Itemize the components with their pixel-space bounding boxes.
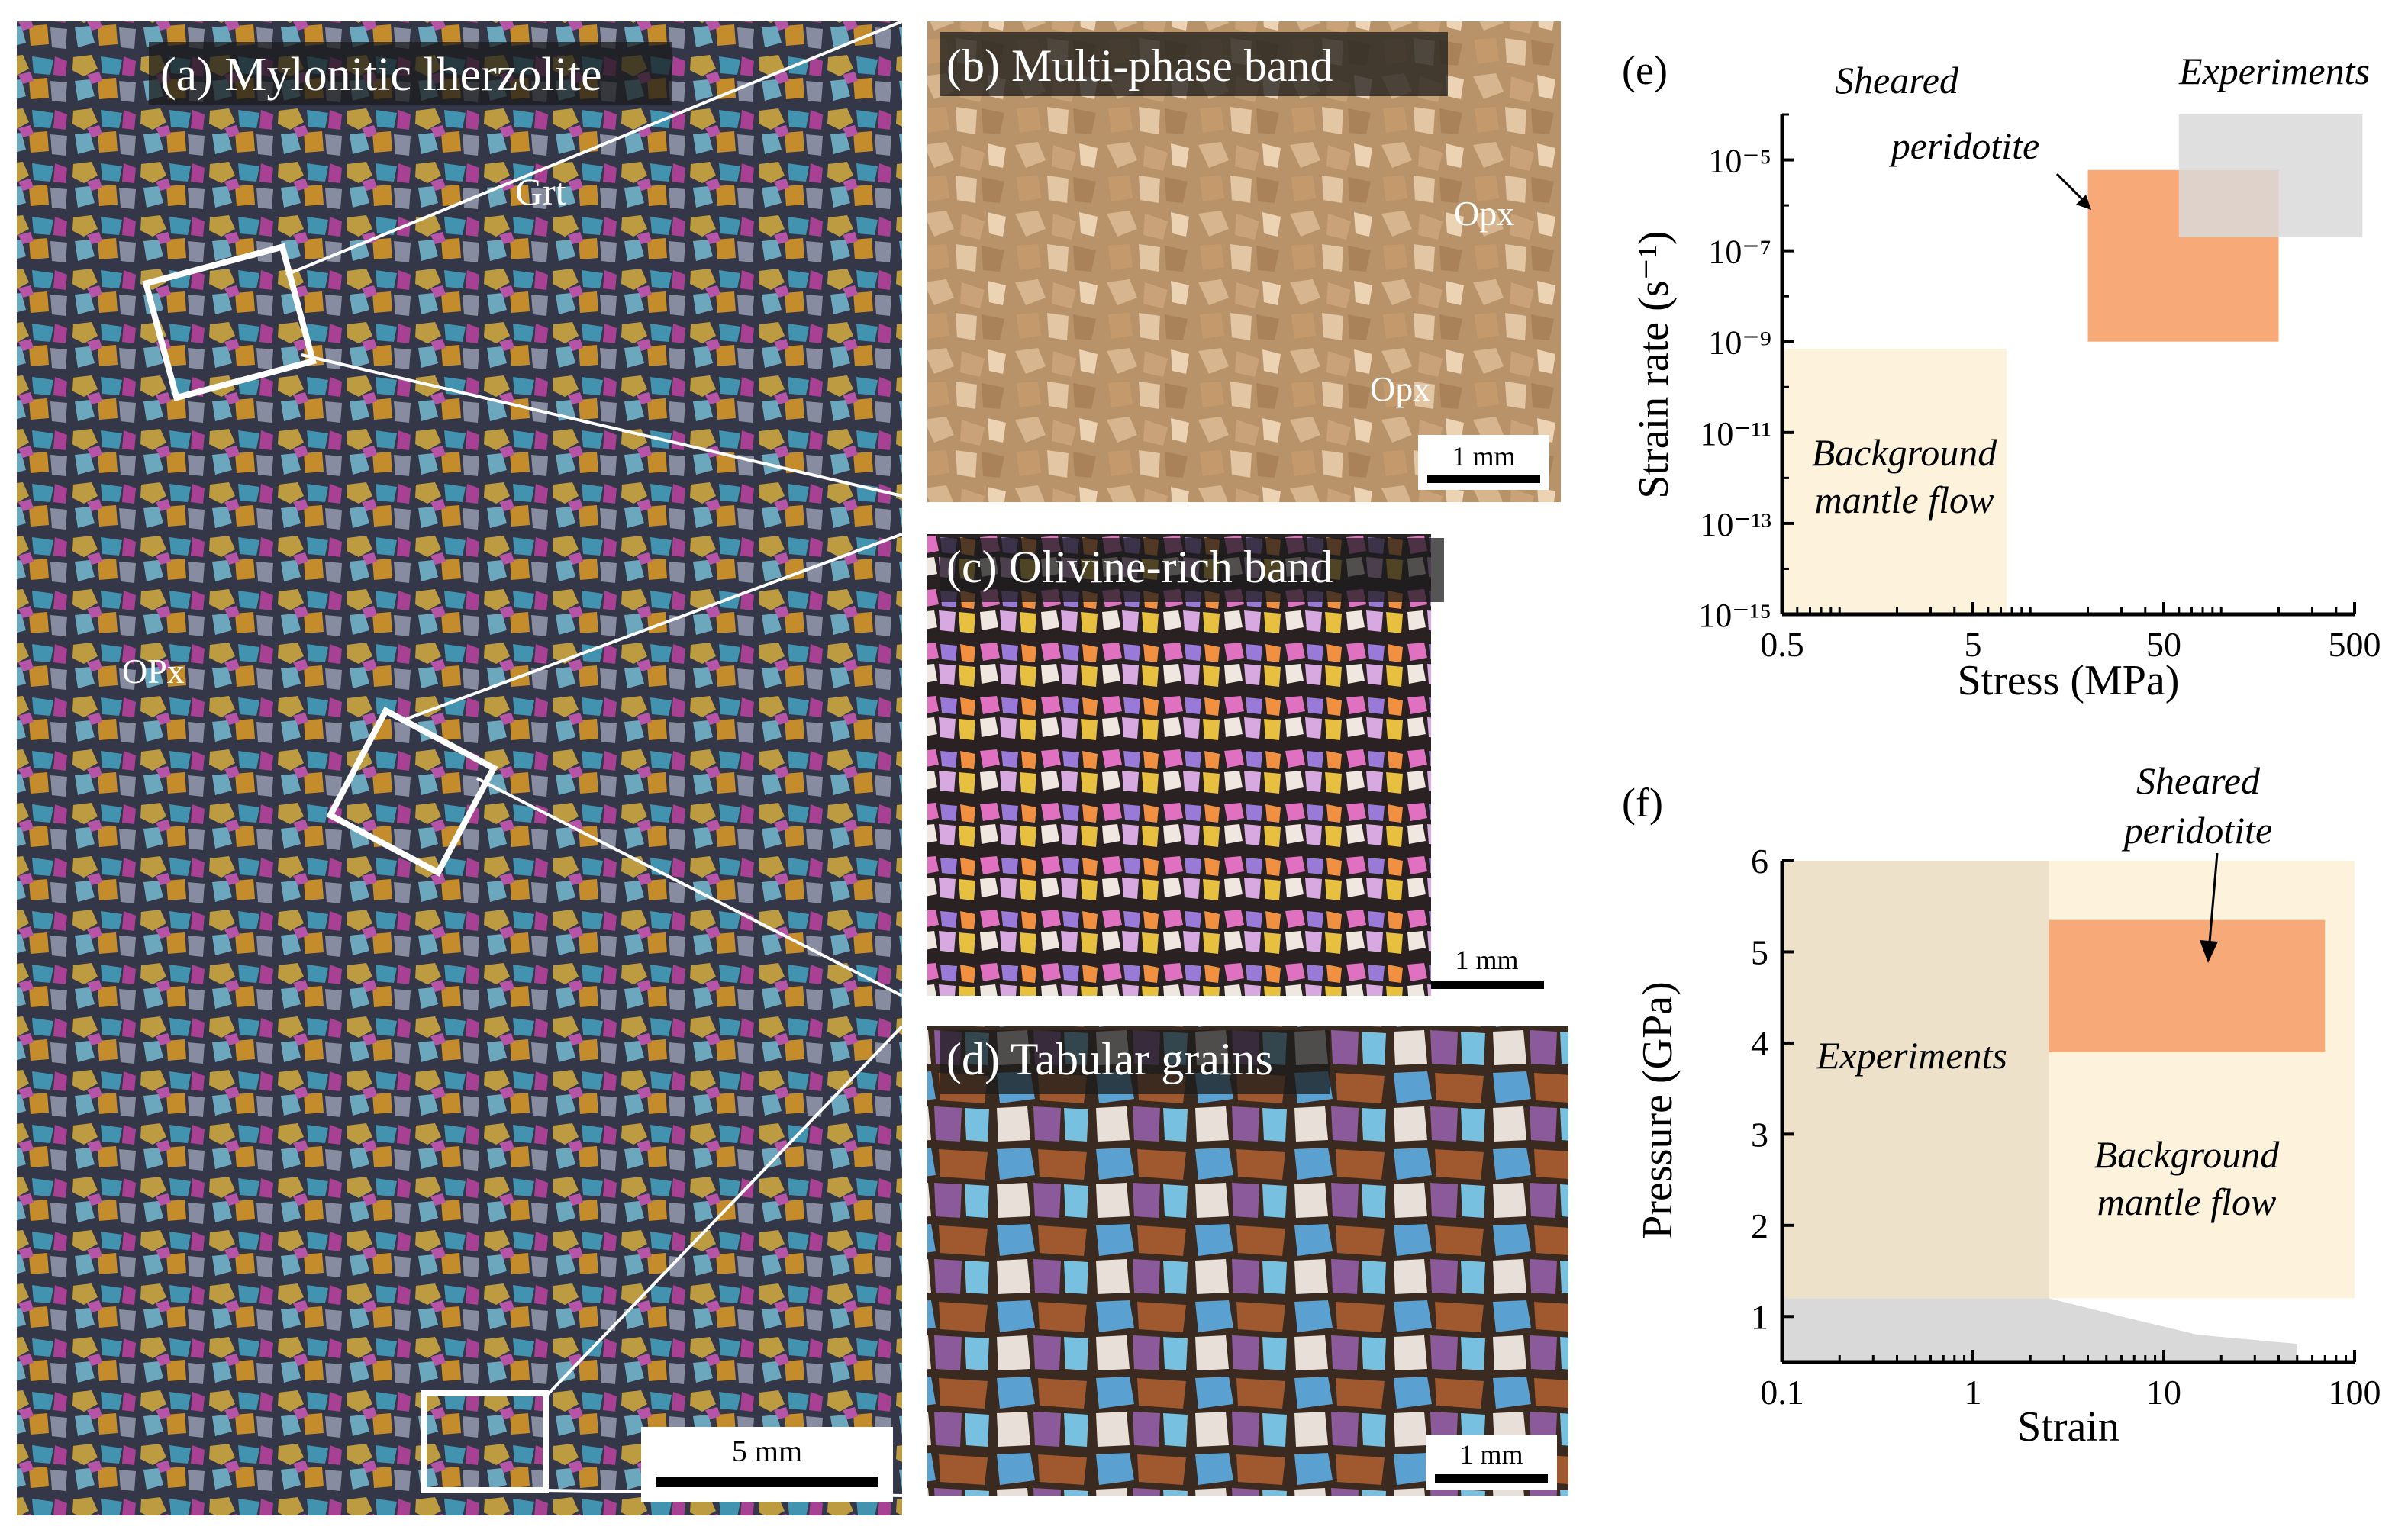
chart-f-annot-mantle-flow: mantle flow: [2097, 1180, 2277, 1223]
chart-f-ytick-label: 5: [1751, 932, 1768, 971]
panel-b-label: (b) Multi-phase band: [946, 40, 1333, 91]
chart-e-ytick-label: 10⁻⁵: [1708, 143, 1771, 180]
chart-e-ytick-label: 10⁻⁹: [1708, 324, 1771, 362]
chart-e-panel-label: (e): [1622, 47, 1668, 93]
connector-b-bottom: [301, 353, 903, 498]
panel-c-image: [927, 534, 1431, 996]
chart-e-region-experiments: [2178, 114, 2363, 237]
chart-e-annot-sheared: Sheared: [1835, 59, 1959, 101]
chart-e-xlabel: Stress (MPa): [1958, 657, 2180, 704]
chart-f-ticks: 0.1 1 10 100 1 2 3 4 5 6: [1751, 842, 2381, 1412]
chart-f-ylabel: Pressure (GPa): [1634, 981, 1681, 1238]
chart-e-arrowhead: [2076, 195, 2091, 210]
chart-f-annot-background: Background: [2094, 1133, 2281, 1176]
chart-f-ytick-label: 3: [1751, 1115, 1768, 1154]
chart-e-ytick-label: 10⁻¹⁵: [1698, 597, 1771, 634]
chart-f-ytick-label: 4: [1751, 1024, 1768, 1063]
connector-c-bottom: [476, 777, 903, 997]
panel-a-image: [17, 21, 902, 1515]
scale-bar-a: [656, 1477, 878, 1487]
chart-e-ylabel: Strain rate (s⁻¹): [1630, 230, 1678, 498]
chart-f: (f) 0.1 1 10 100 1 2 3 4 5 6 Sheared peridotite E…: [1622, 759, 2381, 1451]
chart-e-ticks: 0.5 5 50 500 10⁻¹⁵ 10⁻¹³ 10⁻¹¹ 10⁻⁹ 10⁻⁷ 10⁻⁵: [1698, 113, 2381, 664]
chart-e-xtick-label: 50: [2146, 625, 2181, 664]
scale-bar-a-label: 5 mm: [732, 1434, 802, 1468]
chart-e-region-background-mantle-flow: [1782, 348, 2007, 614]
panel-a: (a) Mylonitic lherzolite Grt OPx 5 mm: [17, 20, 904, 1515]
chart-e-xtick-label: 500: [2329, 625, 2381, 664]
scale-bar-c-label: 1 mm: [1455, 945, 1518, 975]
scale-bar-a-bg: [641, 1427, 893, 1502]
chart-f-region-low-pressure: [1782, 1298, 2297, 1362]
chart-f-xlabel: Strain: [2017, 1403, 2119, 1451]
chart-f-arrowhead: [2200, 940, 2218, 963]
chart-e-ytick-label: 10⁻¹³: [1700, 506, 1771, 543]
chart-e-ytick-label: 10⁻⁷: [1708, 233, 1771, 271]
inset-box-b: [142, 243, 317, 402]
chart-f-xtick-label: 0.1: [1760, 1373, 1804, 1412]
annotation-opx: OPx: [122, 652, 185, 691]
connector-b-top: [285, 20, 903, 276]
panel-b-image: [927, 21, 1561, 502]
chart-e-ytick-label: 10⁻¹¹: [1700, 415, 1771, 452]
chart-e-xtick-label: 5: [1965, 625, 1982, 664]
chart-e-regions: [1782, 114, 2363, 614]
annotation-opx-lower: Opx: [1370, 369, 1430, 408]
panel-a-label: (a) Mylonitic lherzolite: [160, 49, 601, 101]
chart-f-xtick-label: 100: [2329, 1373, 2381, 1412]
chart-e-annot-background: Background: [1812, 431, 1998, 474]
chart-f-annot-experiments: Experiments: [1816, 1034, 2007, 1077]
panel-d-label: (d) Tabular grains: [946, 1034, 1273, 1084]
chart-f-xtick-label: 1: [1965, 1373, 1982, 1412]
panel-d-image: [927, 1026, 1568, 1496]
chart-f-ytick-label: 2: [1751, 1206, 1768, 1245]
chart-f-annot-peridotite: peridotite: [2122, 809, 2272, 852]
chart-f-ytick-label: 6: [1751, 842, 1768, 881]
chart-e-annot-mantle-flow: mantle flow: [1815, 478, 1994, 521]
scale-bar-d-label: 1 mm: [1459, 1439, 1523, 1470]
scale-bar-b-label: 1 mm: [1452, 441, 1515, 472]
scale-bar-b: [1427, 475, 1540, 483]
chart-f-annot-sheared: Sheared: [2136, 759, 2261, 802]
panel-c: (c) Olivine-rich band 1 mm: [927, 534, 1561, 996]
scale-bar-d: [1435, 1474, 1548, 1483]
connector-d-bottom: [545, 1489, 903, 1497]
chart-f-arrow-line: [2208, 852, 2219, 943]
chart-f-region-experiments: [1782, 861, 2049, 1299]
chart-e-annot-experiments: Experiments: [2178, 50, 2370, 92]
inset-box-d: [421, 1390, 549, 1493]
inset-box-c: [326, 707, 498, 877]
chart-f-region-sheared-peridotite: [2049, 919, 2326, 1052]
chart-e-annot-peridotite: peridotite: [1889, 124, 2039, 167]
scale-bar-c: [1431, 981, 1544, 989]
chart-f-xtick-label: 10: [2146, 1373, 2181, 1412]
chart-f-regions: [1782, 861, 2355, 1362]
chart-e-xtick-label: 0.5: [1760, 625, 1804, 664]
panel-b: (b) Multi-phase band Opx Opx 1 mm: [927, 21, 1561, 502]
chart-f-panel-label: (f): [1622, 780, 1663, 826]
panel-d: (d) Tabular grains 1 mm: [927, 1026, 1568, 1496]
panel-c-label: (c) Olivine-rich band: [946, 542, 1333, 592]
chart-e: (e) 0.5 5 50 500 10⁻¹⁵ 10⁻¹³ 10⁻¹¹ 10⁻⁹ 10⁻⁷ 10⁻⁵…: [1622, 47, 2381, 704]
connector-c-top: [400, 533, 903, 723]
connector-d-top: [544, 1025, 904, 1398]
annotation-opx-upper: Opx: [1454, 194, 1514, 233]
chart-f-ytick-label: 1: [1751, 1297, 1768, 1336]
